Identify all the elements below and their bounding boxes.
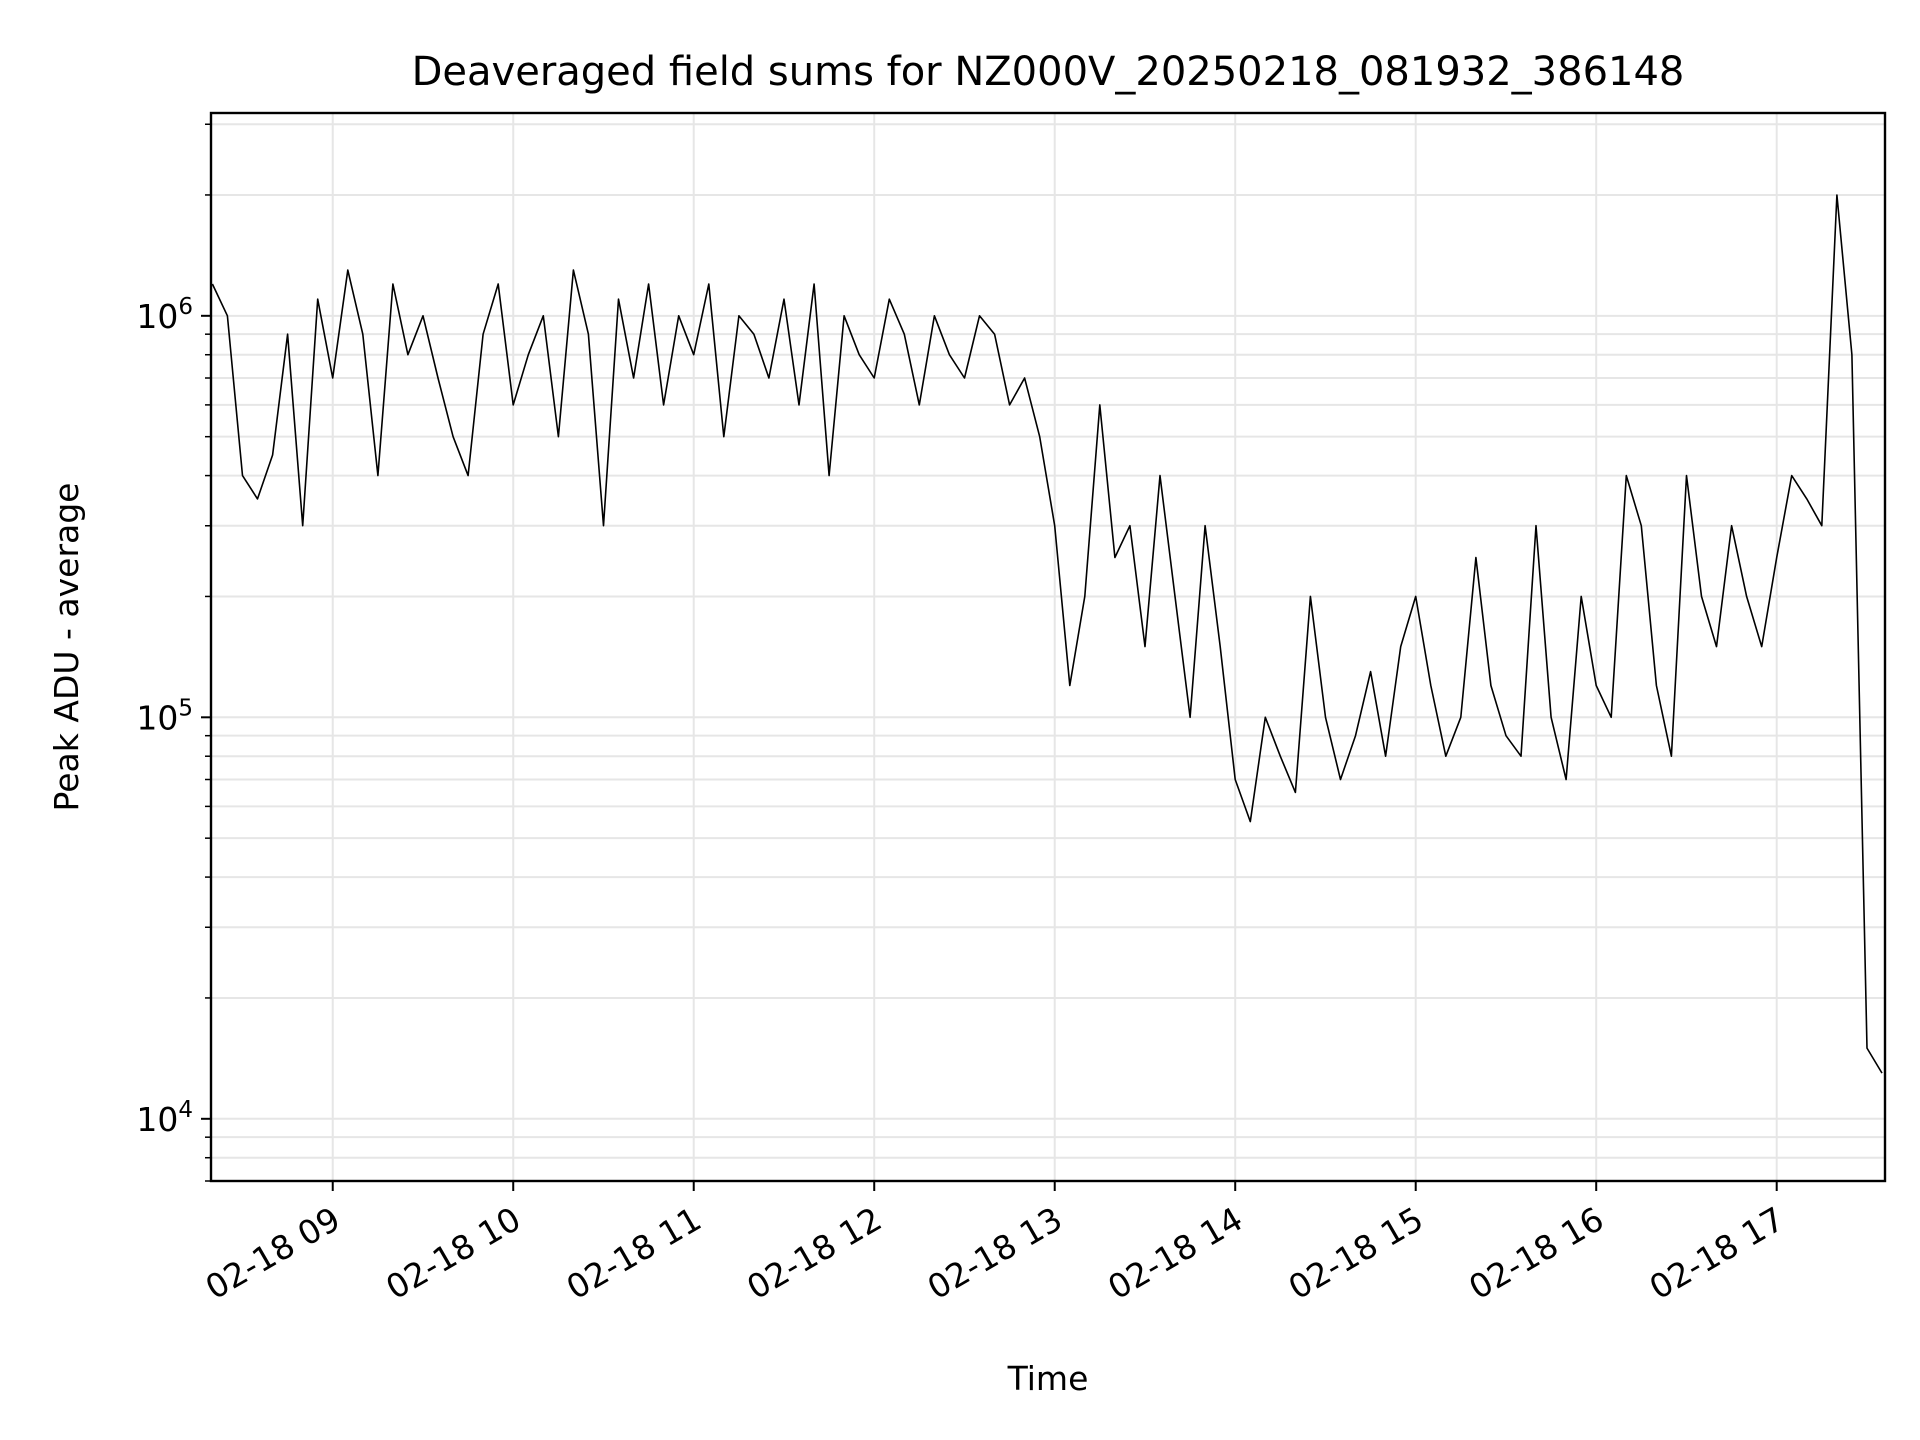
x-tick-label: 02-18 13: [921, 1199, 1069, 1307]
x-tick-label: 02-18 14: [1101, 1199, 1249, 1307]
y-axis-label: Peak ADU - average: [47, 483, 86, 812]
line-layer: [211, 194, 1883, 1074]
x-tick-label: 02-18 09: [199, 1199, 347, 1307]
data-series-line: [211, 194, 1883, 1074]
x-tick-label: 02-18 16: [1462, 1199, 1610, 1307]
x-tick-label: 02-18 15: [1282, 1199, 1430, 1307]
tick-layer: 104 105 106 02-18 09 02-18 10 02-18 11 02-18 1…: [136, 123, 1791, 1307]
x-tick-label: 02-18 12: [740, 1199, 888, 1307]
plot-frame: [209, 111, 1887, 1183]
y-tick-label: 105: [136, 695, 193, 737]
y-tick-label: 106: [136, 294, 193, 336]
x-tick-label: 02-18 17: [1643, 1199, 1791, 1307]
x-axis-label: Time: [1007, 1359, 1089, 1398]
x-tick-label: 02-18 10: [379, 1199, 527, 1307]
chart-title: Deaveraged field sums for NZ000V_2025021…: [412, 49, 1685, 95]
y-tick-label: 104: [136, 1097, 193, 1139]
x-tick-label: 02-18 11: [560, 1199, 708, 1307]
grid-layer: [211, 113, 1885, 1182]
